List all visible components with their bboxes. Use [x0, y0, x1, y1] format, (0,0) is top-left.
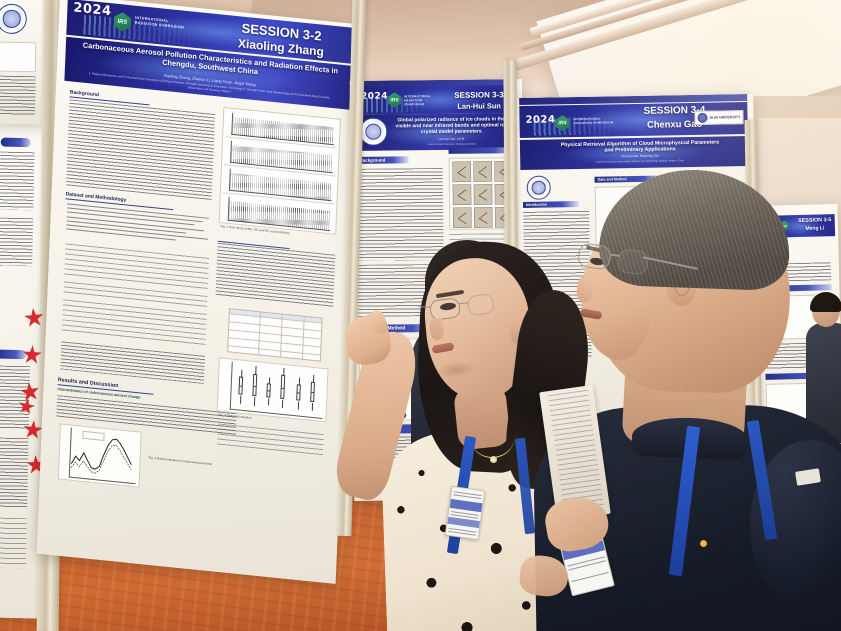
figure-diurnal-line-chart: [57, 423, 142, 488]
poster-text-block: [0, 365, 31, 431]
event-name-text: INTERNATIONAL RADIATION SYMPOSIUM: [573, 116, 614, 126]
lanyard-logo-icon: [700, 540, 707, 547]
poster-text-block: [0, 217, 34, 267]
section-heading-background: Background: [356, 156, 409, 164]
university-seal-icon: [359, 117, 388, 146]
university-name: JILIN UNIVERSITY: [709, 114, 741, 120]
poster-figure: [0, 41, 37, 73]
poster-affiliation-3-3: School of Earth Sciences, Zhejiang Unive…: [427, 142, 476, 147]
poster-title-bar: Global polarized radiance of ice clouds …: [356, 113, 517, 151]
university-seal-icon: [697, 112, 708, 123]
event-year: 2024: [525, 114, 556, 126]
section-banner: [0, 137, 31, 148]
poster-text-background: [65, 99, 216, 201]
table-statistics: [227, 308, 323, 362]
poster-board-session-3-2[interactable]: 2024 IRS INTERNATIONAL RADIATION SYMPOSI…: [36, 0, 359, 584]
poster-text-block: [0, 437, 29, 509]
event-banner: 2024 IRS INTERNATIONAL RADIATION SYMPOSI…: [519, 102, 748, 139]
person-presenter-woman: [330, 230, 640, 631]
event-banner: 2024 IRS INTERNATIONAL RADIATION SYMPOSI…: [355, 85, 517, 115]
poster-text-block: [0, 517, 27, 569]
presenter-pendant: [490, 456, 497, 463]
poster-title-3-3: Global polarized radiance of ice clouds …: [395, 116, 508, 136]
poster-text-block: [0, 75, 36, 117]
figure-ice-crystal-grid: [448, 157, 518, 230]
figure-time-series-panels: [218, 106, 342, 235]
event-year-text: 2024: [73, 0, 112, 20]
event-name-text: INTERNATIONAL RADIATION SYMPOSIUM: [403, 94, 432, 107]
university-badge: JILIN UNIVERSITY: [694, 110, 744, 125]
poster-text-block: [0, 151, 35, 211]
event-year: 2024: [360, 91, 389, 102]
person-attendee-right-edge: [806, 292, 841, 495]
conference-badge: [444, 485, 486, 541]
section-banner: [0, 349, 27, 360]
poster-title-bar: Physical Retrieval Algorithm of Cloud Mi…: [519, 136, 749, 171]
figure-boxplot-seasonal: [216, 357, 329, 423]
person-attendee-man: [532, 166, 841, 631]
event-year: 2024: [73, 0, 112, 20]
attendee-edge-hair: [810, 292, 841, 312]
